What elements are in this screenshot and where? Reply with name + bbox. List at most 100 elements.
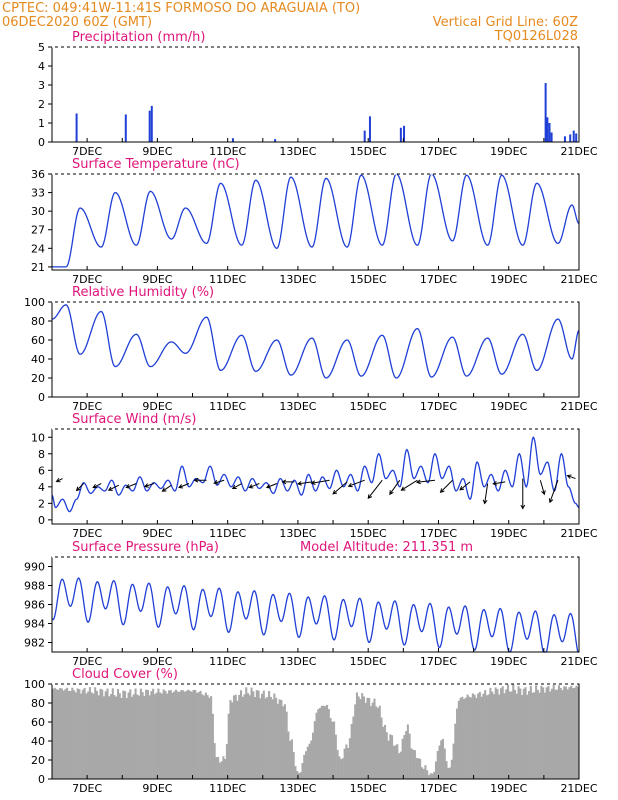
- cloud-bar: [380, 717, 383, 779]
- cloud-bar: [211, 713, 214, 779]
- precip-bar: [563, 136, 566, 142]
- pressure-line: [51, 577, 579, 653]
- wind-vector: [332, 481, 348, 495]
- cloud-bar: [405, 731, 408, 779]
- precip-xtick-label: 9DEC: [142, 145, 172, 158]
- cloud-bar: [222, 756, 225, 779]
- cloud-bar: [90, 692, 93, 779]
- cloud-bar: [145, 689, 148, 779]
- cloud-bar: [454, 723, 457, 779]
- pressure-ytick-label: 988: [24, 580, 45, 593]
- cloud-bar: [210, 696, 213, 779]
- cloud-bar: [422, 768, 425, 779]
- cloud-bar: [278, 699, 281, 779]
- cloud-bar: [255, 690, 258, 779]
- cloud-bar: [348, 738, 351, 779]
- precip-bar: [274, 139, 277, 142]
- cloud-bar: [550, 688, 553, 779]
- wind-vector: [566, 474, 576, 480]
- cloud-bar: [385, 732, 388, 779]
- cloud-bar: [268, 691, 271, 779]
- cloud-bar: [387, 740, 390, 779]
- cloud-xtick-label: 13DEC: [279, 782, 316, 795]
- temp-line: [52, 173, 580, 268]
- wind-title: Surface Wind (m/s): [72, 412, 196, 427]
- cloud-bar: [510, 691, 513, 779]
- cloud-bar: [115, 696, 118, 779]
- cloud-bar: [101, 689, 104, 779]
- wind-vector: [548, 480, 559, 504]
- wind-panel: Surface Wind (m/s) 0 2 4 6 8 10 7DEC 9DEC 11DEC 13…: [31, 412, 598, 540]
- precip-bar: [569, 134, 572, 142]
- cloud-bar: [514, 689, 517, 779]
- temp-xtick-label: 19DEC: [490, 273, 527, 286]
- cloud-bar: [394, 745, 397, 779]
- temp-xtick-label: 11DEC: [209, 273, 246, 286]
- cloud-bar: [499, 688, 503, 779]
- cloud-bar: [399, 751, 402, 779]
- wind-vector: [281, 479, 295, 485]
- precip-ytick-label: 2: [38, 98, 45, 111]
- wind-vector: [310, 479, 330, 486]
- cloud-bar: [99, 688, 102, 779]
- pressure-title: Surface Pressure (hPa): [72, 540, 219, 555]
- cloud-bar: [203, 695, 206, 779]
- cloud-bar: [196, 692, 199, 779]
- cloud-bar: [531, 692, 534, 779]
- cloud-bar: [505, 689, 508, 779]
- wind-vector: [75, 483, 84, 492]
- temp-xtick-label: 17DEC: [420, 273, 457, 286]
- cloud-bar: [471, 693, 474, 779]
- cloud-bar: [153, 694, 156, 779]
- cloud-bar: [297, 773, 300, 779]
- cloud-bar: [540, 685, 543, 779]
- cloud-bar: [111, 688, 114, 779]
- cloud-bar: [109, 694, 113, 779]
- cloud-bar: [463, 698, 466, 779]
- cloud-bar: [261, 693, 264, 779]
- cloud-bar: [73, 690, 76, 779]
- pressure-xtick-label: 19DEC: [490, 655, 527, 668]
- cloud-bar: [139, 688, 142, 779]
- wind-vector: [193, 477, 207, 483]
- cloud-bar: [538, 692, 541, 779]
- temp-ytick-label: 30: [31, 205, 45, 218]
- wind-ytick-label: 8: [38, 448, 45, 461]
- cloud-bar: [57, 689, 60, 779]
- cloud-bar: [413, 750, 416, 779]
- cloud-bar: [53, 687, 56, 779]
- rh-xtick-label: 21DEC: [560, 400, 597, 413]
- wind-vector: [539, 480, 546, 496]
- cloud-bar: [132, 694, 135, 779]
- wind-vector: [92, 483, 102, 489]
- precip-bar: [368, 116, 371, 142]
- cloud-bar: [519, 688, 522, 779]
- cloud-bar: [452, 743, 455, 779]
- cloud-bar: [108, 696, 111, 779]
- cloud-bar: [183, 691, 186, 779]
- cloud-bar: [443, 748, 446, 779]
- wind-vector: [248, 483, 260, 489]
- rh-xtick-label: 13DEC: [279, 400, 316, 413]
- cloud-bar: [289, 740, 292, 779]
- cloud-bar: [234, 694, 237, 779]
- cloud-bar: [517, 686, 520, 779]
- cloud-bar: [224, 759, 227, 779]
- cloud-bar: [220, 761, 223, 779]
- cloud-bar: [141, 692, 144, 779]
- precip-xtick-label: 21DEC: [560, 145, 597, 158]
- cloud-bar: [564, 686, 568, 779]
- wind-vector: [415, 479, 436, 485]
- wind-vector: [125, 483, 137, 489]
- cloud-bar: [473, 694, 476, 779]
- cloud-bar: [375, 706, 378, 779]
- cloud-bar: [187, 689, 190, 779]
- cloud-bar: [424, 765, 427, 779]
- wind-vector: [459, 481, 471, 491]
- cloud-bar: [264, 698, 267, 779]
- cloud-bar: [371, 702, 374, 779]
- cloud-bar: [438, 745, 441, 779]
- wind-vector: [482, 483, 489, 505]
- precip-bar: [546, 117, 549, 142]
- cloud-bar: [262, 690, 265, 779]
